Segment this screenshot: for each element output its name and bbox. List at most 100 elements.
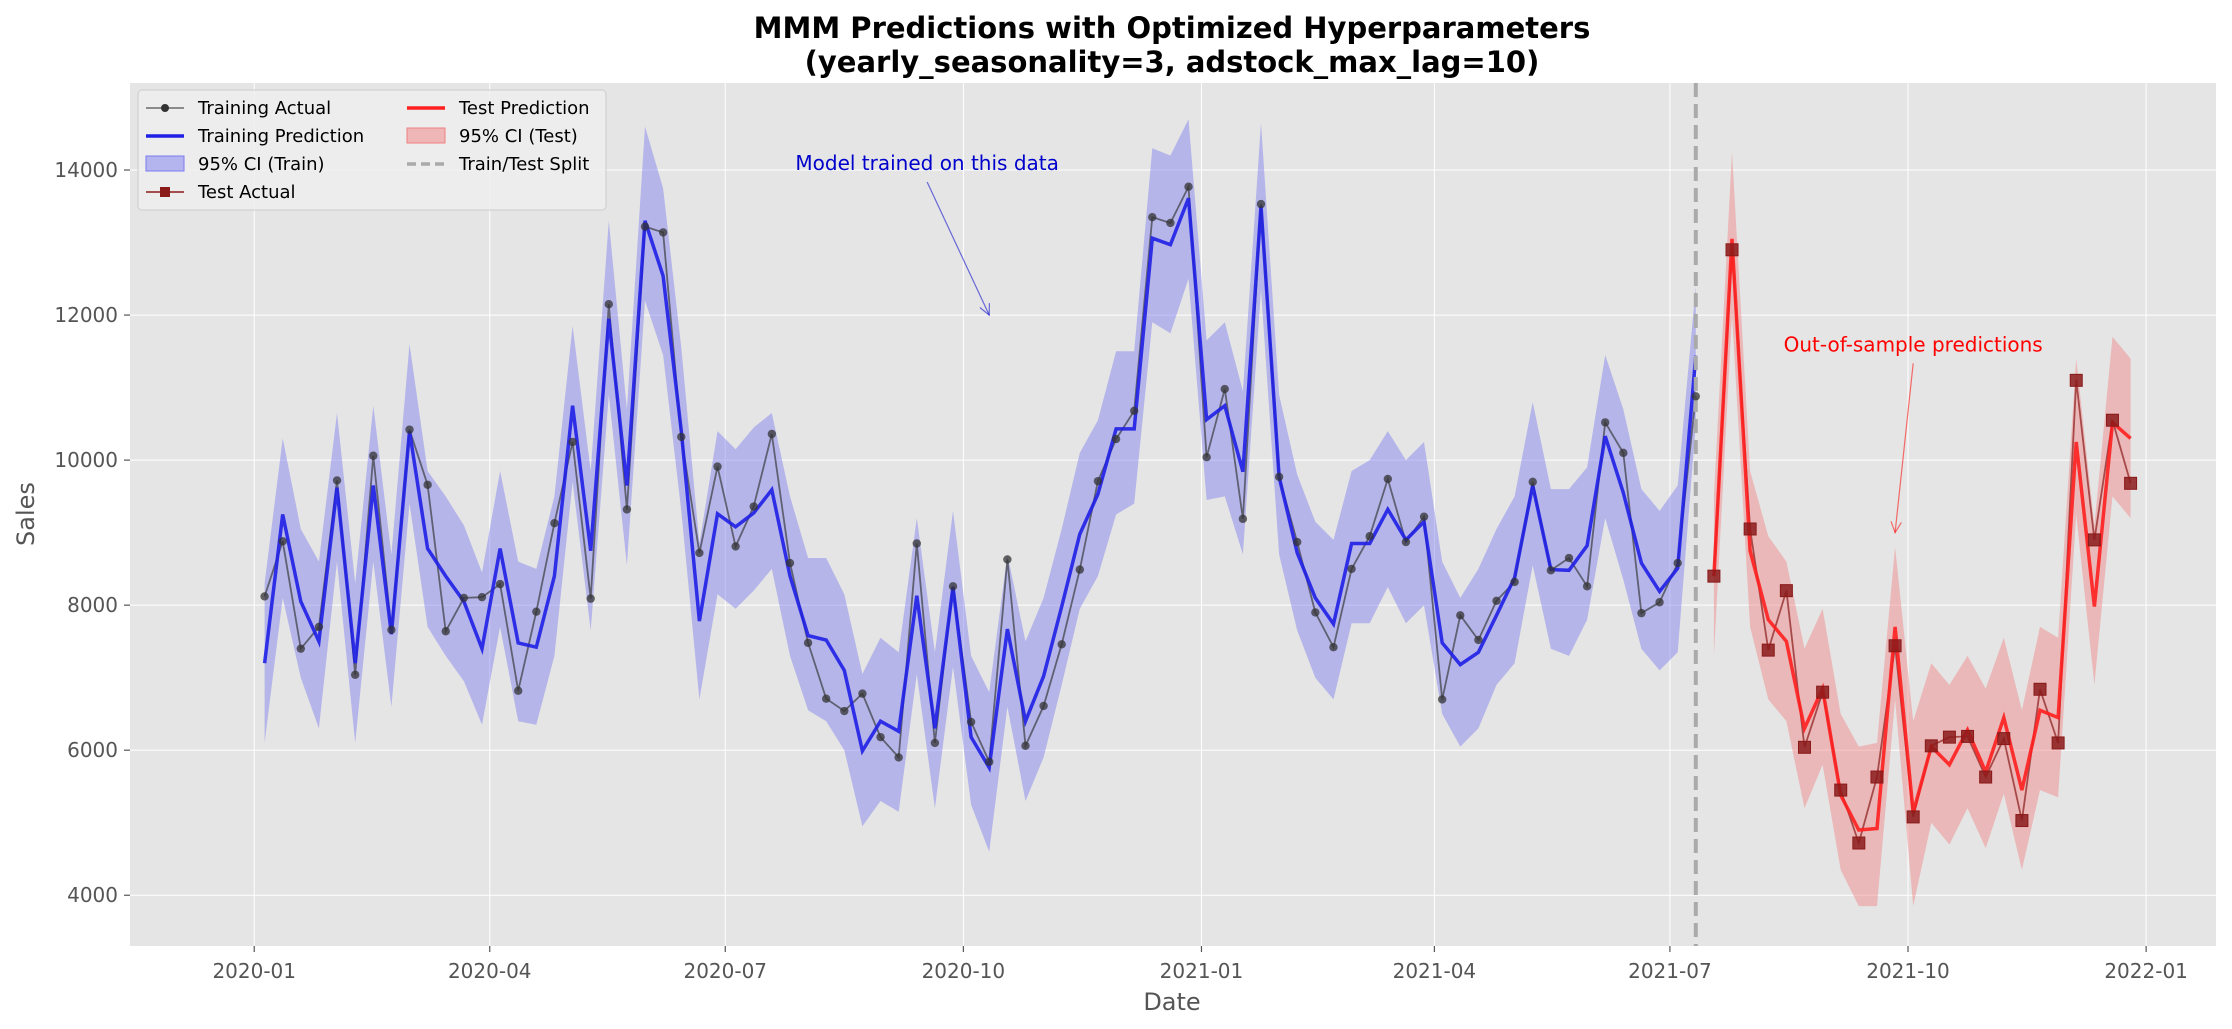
train-actual-point bbox=[1039, 701, 1048, 711]
x-tick-label: 2021-10 bbox=[1866, 959, 1950, 983]
test-actual-point bbox=[1743, 522, 1757, 536]
train-actual-point bbox=[695, 548, 704, 558]
train-actual-point bbox=[441, 627, 450, 636]
legend-label: Training Prediction bbox=[197, 126, 364, 147]
y-tick-label: 12000 bbox=[54, 303, 118, 327]
train-actual-point bbox=[1238, 514, 1248, 524]
train-actual-point bbox=[985, 757, 994, 766]
x-tick-label: 2022-01 bbox=[2104, 959, 2188, 983]
train-actual-point bbox=[1003, 555, 1012, 564]
train-actual-point bbox=[948, 582, 958, 591]
legend-item-train-pred: Training Prediction bbox=[146, 126, 364, 147]
x-tick-label: 2020-07 bbox=[683, 959, 767, 983]
test-actual-point bbox=[1779, 584, 1793, 598]
test-actual-point bbox=[2124, 476, 2138, 490]
legend: Training Actual Training Prediction 95% CI… bbox=[137, 89, 607, 211]
train-actual-point bbox=[1582, 582, 1592, 591]
annotation-arrow bbox=[1894, 363, 1914, 533]
legend-label: Training Actual bbox=[197, 98, 331, 119]
train-actual-point bbox=[1293, 537, 1302, 547]
legend-label: Test Prediction bbox=[458, 98, 590, 119]
x-tick-label: 2020-10 bbox=[922, 959, 1006, 983]
plot-area bbox=[130, 83, 2216, 946]
legend-box bbox=[137, 89, 607, 211]
train-actual-point bbox=[767, 429, 777, 439]
train-actual-point bbox=[550, 519, 559, 528]
test-actual-point bbox=[1870, 770, 1884, 784]
train-actual-point bbox=[1637, 608, 1646, 618]
train-actual-point bbox=[966, 717, 976, 727]
train-actual-point bbox=[1528, 477, 1537, 487]
train-actual-point bbox=[387, 625, 396, 635]
test-actual-point bbox=[1707, 569, 1721, 583]
test-actual-point bbox=[1725, 243, 1739, 257]
annotation-text: Model trained on this data bbox=[795, 151, 1059, 175]
train-actual-point bbox=[1256, 199, 1266, 209]
legend-swatch-patch bbox=[145, 155, 185, 172]
annotation-arrowhead bbox=[979, 303, 990, 317]
train-actual-point bbox=[586, 594, 595, 603]
chart-title: MMM Predictions with Optimized Hyperpara… bbox=[754, 11, 1591, 45]
test-actual-point bbox=[2015, 814, 2029, 828]
train-actual-point bbox=[622, 505, 632, 514]
train-actual-point bbox=[568, 437, 577, 447]
train-actual-point bbox=[532, 607, 541, 616]
test-actual-point bbox=[1816, 685, 1830, 699]
y-tick-label: 6000 bbox=[67, 738, 118, 762]
legend-swatch-marker bbox=[161, 104, 169, 112]
train-actual-point bbox=[1075, 565, 1085, 574]
legend-item-train-ci: 95% CI (Train) bbox=[145, 154, 325, 175]
train-actual-point bbox=[405, 425, 414, 434]
legend-label: 95% CI (Test) bbox=[459, 126, 578, 147]
train-actual-point bbox=[1564, 553, 1574, 563]
train-actual-point bbox=[1093, 476, 1103, 486]
train-actual-point bbox=[930, 738, 940, 748]
legend-label: Test Actual bbox=[197, 182, 296, 203]
train-actual-point bbox=[1383, 474, 1393, 484]
train-actual-point bbox=[477, 592, 487, 602]
x-tick-label: 2021-07 bbox=[1628, 959, 1712, 983]
test-actual-point bbox=[1834, 783, 1848, 797]
train-actual-line bbox=[263, 183, 1697, 766]
train-actual-point bbox=[1166, 218, 1175, 228]
test-actual-point bbox=[2105, 413, 2119, 427]
train-actual-point bbox=[731, 542, 740, 551]
test-actual-point bbox=[1924, 739, 1938, 753]
train-actual-point bbox=[894, 753, 903, 762]
train-actual-point bbox=[1419, 512, 1429, 521]
train-actual-point bbox=[1021, 741, 1030, 751]
train-actual-point bbox=[423, 480, 432, 489]
train-actual-point bbox=[1329, 643, 1338, 652]
train-actual-point bbox=[1546, 566, 1556, 575]
train-actual-point bbox=[803, 638, 813, 648]
test-actual-point bbox=[1888, 639, 1902, 653]
train-actual-point bbox=[785, 558, 795, 568]
train-actual-point bbox=[278, 537, 287, 546]
train-actual-point bbox=[821, 694, 831, 703]
train-actual-point bbox=[1311, 608, 1320, 617]
train-actual-point bbox=[604, 299, 613, 309]
train-actual-point bbox=[1365, 532, 1374, 541]
train-actual-point bbox=[314, 622, 324, 632]
test-actual-point bbox=[1997, 732, 2011, 746]
train-actual-point bbox=[1148, 212, 1157, 222]
train-actual-point bbox=[332, 476, 342, 485]
legend-swatch-patch bbox=[406, 127, 446, 144]
test-actual-point bbox=[1797, 740, 1811, 754]
test-actual-point bbox=[1979, 770, 1993, 784]
test-actual-point bbox=[2051, 736, 2065, 750]
test-prediction-line bbox=[1712, 238, 2132, 832]
point-layer bbox=[260, 182, 2138, 850]
annotation-layer: Model trained on this data Out-of-sample … bbox=[795, 151, 2043, 534]
train-actual-point bbox=[495, 579, 505, 589]
train-actual-point bbox=[1184, 182, 1193, 191]
train-actual-point bbox=[369, 451, 378, 460]
train-actual-point bbox=[840, 706, 849, 716]
train-actual-point bbox=[350, 670, 360, 679]
train-actual-point bbox=[459, 593, 469, 603]
train-actual-point bbox=[1691, 392, 1700, 401]
train-actual-point bbox=[1510, 577, 1519, 587]
train-actual-point bbox=[1456, 611, 1465, 620]
